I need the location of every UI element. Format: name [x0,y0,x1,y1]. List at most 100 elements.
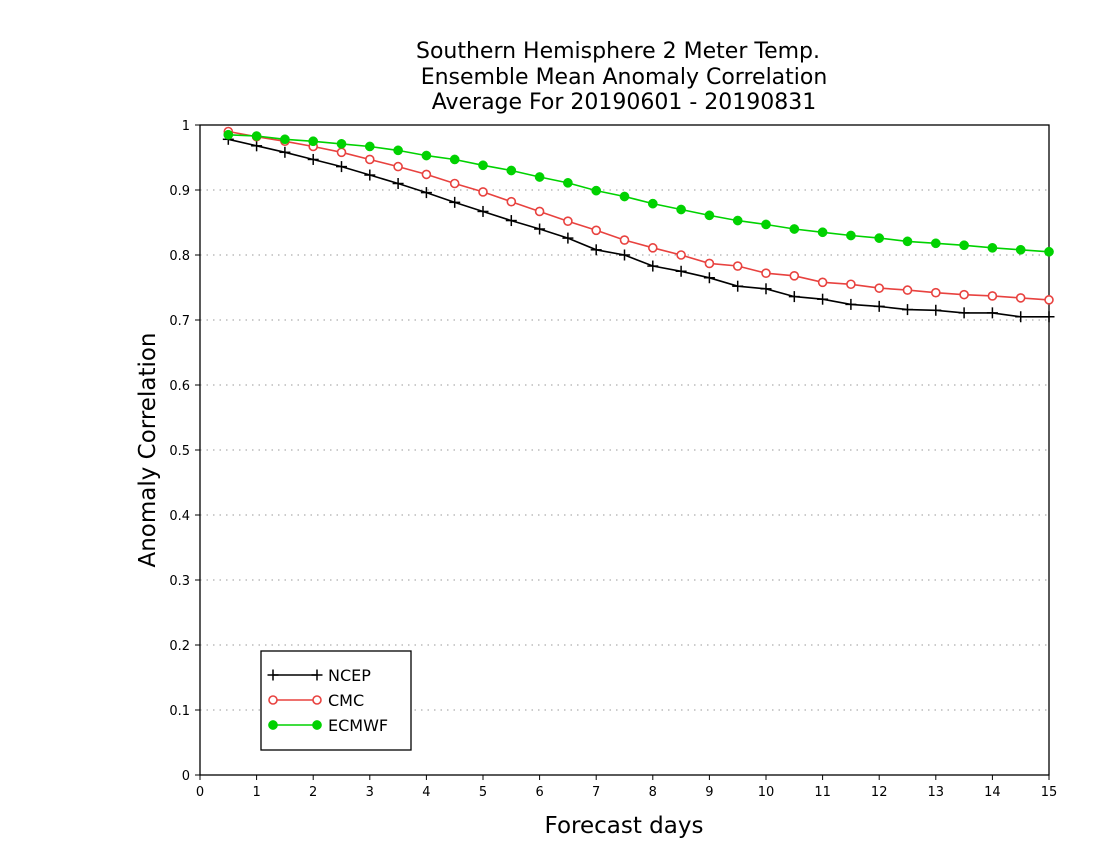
x-tick-labels: 0 1 2 3 4 5 6 7 8 9 10 11 12 13 14 15 [196,785,1057,800]
ncep-point [1043,311,1055,323]
y-tick-label: 0.6 [169,379,190,394]
legend-label-cmc: CMC [328,691,364,710]
x-tick-label: 1 [252,785,260,800]
legend: NCEP CMC ECMWF [260,650,412,751]
ecmwf-point [534,172,545,182]
legend-item-ncep: NCEP [267,666,371,685]
ecmwf-point [987,243,998,253]
y-tick-labels: 0 0.1 0.2 0.3 0.4 0.5 0.6 0.7 0.8 0.9 1 [169,119,190,784]
cmc-point [789,270,800,281]
series-layer [222,126,1055,323]
legend-item-ecmwf: ECMWF [268,716,388,735]
cmc-point [846,279,856,290]
legend-marker-ncep [267,669,279,681]
y-tick-label: 1 [182,119,190,134]
cmc-point [959,289,969,300]
ecmwf-point [761,219,771,230]
cmc-point [1015,293,1026,303]
ecmwf-point [223,129,234,140]
title-line-2: Ensemble Mean Anomaly Correlation [421,65,828,90]
ncep-point [562,232,574,244]
ecmwf-point [563,178,573,188]
legend-marker-ncep [311,669,323,681]
x-tick-label: 10 [758,785,775,800]
ncep-point [590,244,602,256]
y-tick-label: 0.8 [169,249,190,264]
legend-label-ecmwf: ECMWF [328,716,388,735]
ecmwf-point [449,154,460,165]
ecmwf-point [421,150,432,161]
ncep-point [1015,311,1027,323]
cmc-point [393,161,403,172]
cmc-point [478,187,488,197]
series-cmc [223,126,1054,305]
y-tick-label: 0.5 [169,444,190,459]
cmc-point [874,283,885,293]
cmc-point [364,154,375,165]
x-tick-label: 7 [592,785,600,800]
ecmwf-point [959,240,969,251]
ecmwf-point [364,141,375,152]
ecmwf-point [789,224,800,234]
series-ecmwf [223,129,1054,257]
cmc-point [761,268,771,279]
cmc-point [619,235,630,245]
ecmwf-point [591,185,602,196]
title-line-1: Southern Hemisphere 2 Meter Temp. [416,39,820,64]
y-tick-label: 0.1 [169,704,190,719]
ncep-point [392,178,404,189]
y-tick-label: 0.2 [169,639,190,654]
ncep-point [336,161,347,173]
axis-ticks [195,124,1050,780]
chart-title: Southern Hemisphere 2 Meter Temp. Ensemb… [416,39,827,115]
cmc-point [1044,295,1054,305]
ecmwf-point [619,191,630,202]
title-line-3: Average For 20190601 - 20190831 [432,90,817,115]
ncep-point [251,140,263,152]
x-tick-label: 15 [1041,785,1058,800]
x-axis-label: Forecast days [545,813,704,839]
ncep-point [703,272,715,284]
ncep-point [788,291,800,303]
y-tick-label: 0.3 [169,574,190,589]
ecmwf-point [478,160,488,171]
ecmwf-point [846,230,856,241]
x-tick-label: 9 [705,785,713,800]
x-tick-label: 5 [479,785,487,800]
cmc-point [817,277,828,288]
x-tick-label: 0 [196,785,204,800]
ncep-point [675,265,687,277]
ecmwf-point [393,145,403,156]
legend-marker-ecmwf [312,720,322,730]
ncep-line [228,138,1049,318]
ncep-point [647,260,659,272]
ecmwf-point [676,204,686,215]
x-tick-label: 13 [928,785,945,800]
legend-item-cmc: CMC [268,691,364,710]
ncep-point [760,283,772,295]
ncep-point [732,280,744,292]
x-tick-label: 14 [984,785,1001,800]
ecmwf-point [280,134,290,145]
ecmwf-point [336,139,347,149]
ncep-point [505,215,517,227]
ncep-point [817,293,829,305]
ncep-point [420,187,432,199]
legend-marker-ecmwf [268,720,278,730]
cmc-point [676,250,686,260]
cmc-point [591,225,602,236]
y-axis-label: Anomaly Correlation [135,332,161,567]
ecmwf-point [1015,244,1026,255]
x-tick-label: 2 [309,785,317,800]
cmc-line [228,130,1050,301]
ncep-point [619,249,630,261]
series-ncep [222,133,1055,323]
cmc-point [336,147,347,158]
ecmwf-point [817,227,828,238]
ncep-point [902,304,913,316]
y-tick-label: 0.9 [169,184,190,199]
ecmwf-point [647,198,658,209]
ncep-point [958,307,970,319]
cmc-point [449,178,460,189]
